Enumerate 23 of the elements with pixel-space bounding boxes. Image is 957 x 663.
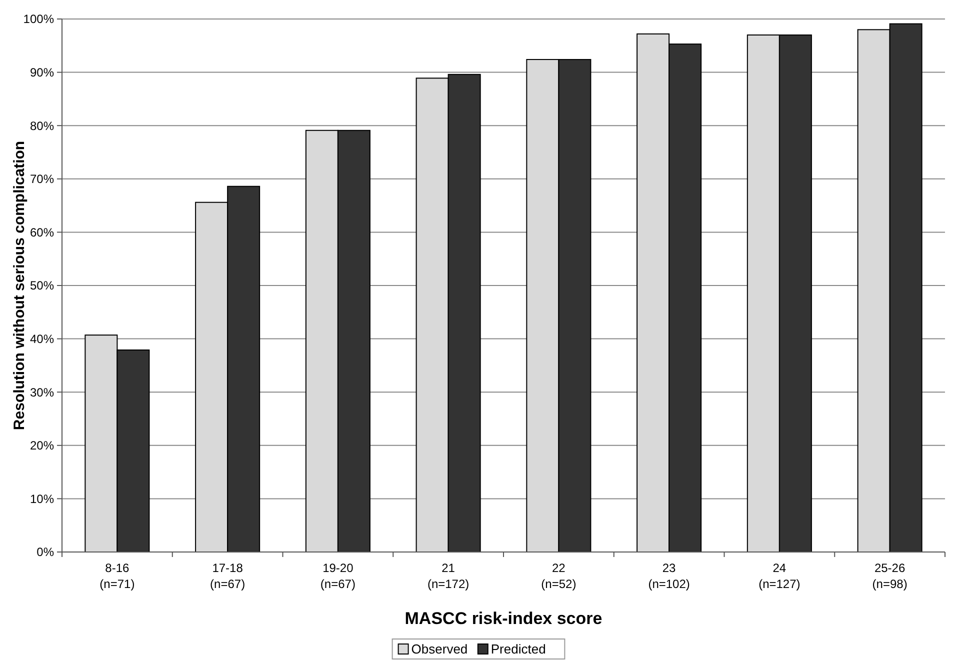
y-tick-label: 10% [30,492,54,506]
legend-label: Observed [411,642,468,656]
x-tick-label: 23 (n=102) [648,561,690,591]
x-tick-label: 22 (n=52) [541,561,576,591]
y-tick-label: 0% [36,545,54,560]
y-tick-label: 30% [30,385,54,400]
legend-label: Predicted [490,642,546,656]
y-tick-label: 90% [30,66,54,80]
x-axis-title: MASCC risk-index score [404,609,602,628]
y-tick-label: 20% [30,438,54,453]
y-tick-label: 60% [30,225,54,240]
x-tick-label: 19-20 (n=67) [320,561,356,591]
y-axis-title: Resolution without serious complication [11,140,28,430]
y-tick-label: 80% [30,118,54,133]
y-tick-label: 40% [30,332,54,346]
y-tick-label: 100% [23,12,54,26]
x-tick-label: 21 (n=172) [427,561,470,591]
x-tick-label: 25-26 (n=98) [872,561,908,591]
x-tick-label: 24 (n=127) [758,561,800,591]
y-tick-label: 50% [30,278,54,293]
x-tick-label: 17-18 (n=67) [210,561,246,591]
y-tick-label: 70% [30,172,54,186]
x-tick-label: 8-16 (n=71) [100,561,135,591]
